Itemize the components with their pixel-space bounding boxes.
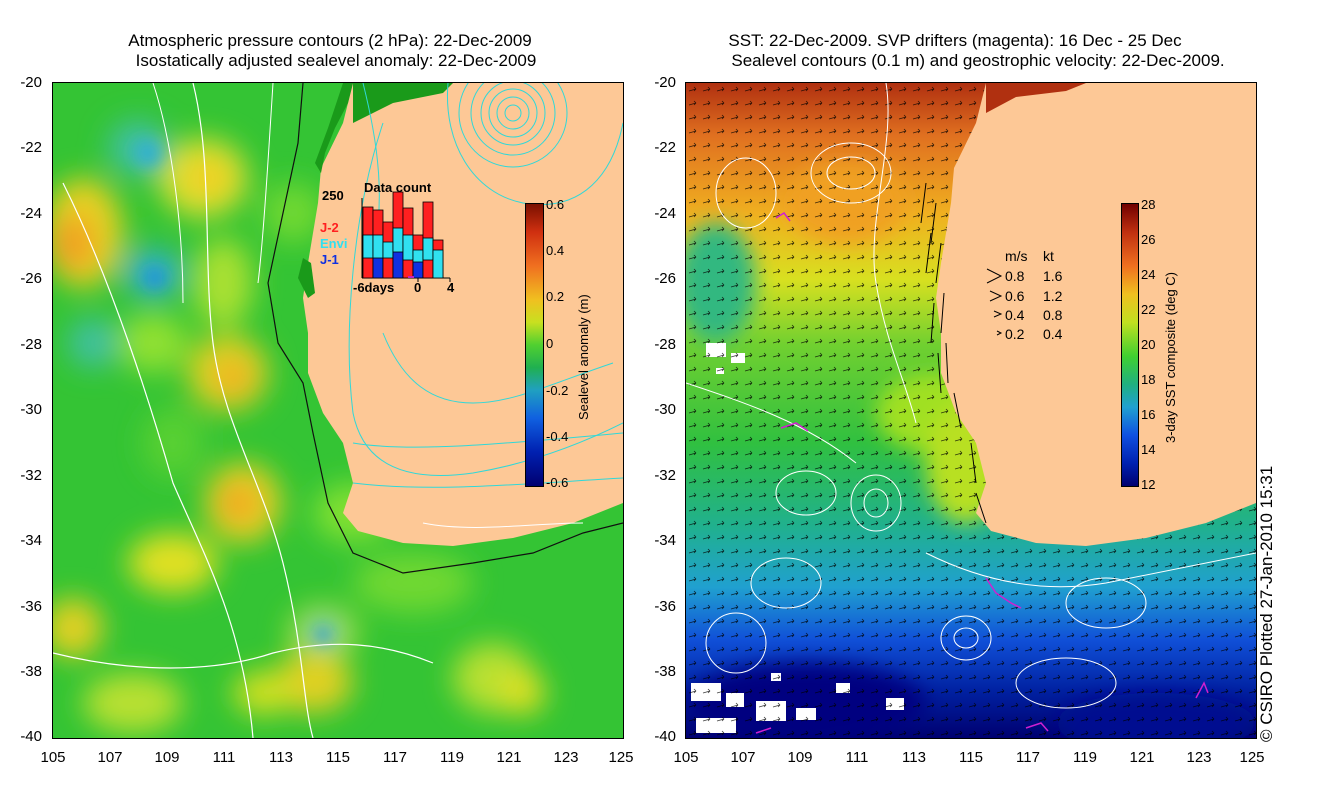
right-x-tick-0: 105 — [673, 749, 699, 766]
sealevel-anomaly-field — [53, 83, 623, 738]
left-y-tick-0: -20 — [20, 74, 42, 91]
left-title-line2: Isostatically adjusted sealevel anomaly:… — [135, 51, 537, 70]
left-x-tick-10: 125 — [608, 749, 634, 766]
velocity-legend: m/s kt 0.8 1.6 0.6 1.2 0.4 0.8 0.2 0.4 — [985, 248, 1095, 348]
sealevel-colorbar-title: Sealevel anomaly (m) — [576, 294, 591, 420]
left-x-tick-2: 109 — [154, 749, 180, 766]
left-x-tick-3: 111 — [212, 749, 236, 766]
sealevel-anomaly-map[interactable] — [52, 82, 624, 739]
right-x-tick-9: 123 — [1186, 749, 1212, 766]
right-y-tick-4: -28 — [654, 336, 676, 353]
right-x-tick-1: 107 — [730, 749, 756, 766]
left-y-tick-1: -22 — [20, 139, 42, 156]
sst-tick-3: 22 — [1141, 302, 1156, 317]
left-x-tick-8: 121 — [496, 749, 522, 766]
right-x-tick-5: 115 — [959, 749, 983, 766]
left-y-tick-5: -30 — [20, 401, 42, 418]
velocity-row-2-kt: 0.8 — [1043, 307, 1063, 323]
sealevel-tick-4: -0.2 — [546, 383, 569, 398]
sst-tick-8: 12 — [1141, 477, 1156, 492]
left-x-tick-6: 117 — [383, 749, 407, 766]
left-x-tick-9: 123 — [553, 749, 579, 766]
right-y-tick-5: -30 — [654, 401, 676, 418]
right-y-tick-2: -24 — [654, 205, 676, 222]
right-y-tick-1: -22 — [654, 139, 676, 156]
right-title-line1: SST: 22-Dec-2009. SVP drifters (magenta)… — [728, 31, 1182, 50]
left-x-tick-7: 119 — [440, 749, 464, 766]
left-y-tick-3: -26 — [20, 270, 42, 287]
right-x-tick-7: 119 — [1073, 749, 1097, 766]
right-x-tick-2: 109 — [787, 749, 813, 766]
sst-tick-1: 26 — [1141, 232, 1156, 247]
sealevel-tick-6: -0.6 — [546, 475, 569, 490]
velocity-header-ms: m/s — [1005, 248, 1028, 264]
right-x-tick-3: 111 — [845, 749, 869, 766]
data-count-max-label: 250 — [322, 188, 344, 203]
left-y-tick-9: -38 — [20, 663, 42, 680]
data-count-inset: Data count 250 J-2 Envi J-1 — [318, 180, 468, 295]
velocity-row-3-kt: 0.4 — [1043, 326, 1063, 342]
velocity-row-0-ms: 0.8 — [1005, 268, 1025, 284]
velocity-row-3-ms: 0.2 — [1005, 326, 1025, 342]
left-y-tick-8: -36 — [20, 598, 42, 615]
velocity-header-kt: kt — [1043, 248, 1054, 264]
right-y-tick-0: -20 — [654, 74, 676, 91]
right-y-tick-7: -34 — [654, 532, 676, 549]
left-y-tick-2: -24 — [20, 205, 42, 222]
legend-j1: J-1 — [320, 252, 339, 267]
sst-tick-6: 16 — [1141, 407, 1156, 422]
inset-xlabel-start: -6days — [353, 280, 395, 295]
sst-map[interactable] — [685, 82, 1257, 739]
left-x-tick-0: 105 — [40, 749, 66, 766]
right-y-tick-8: -36 — [654, 598, 676, 615]
sst-tick-2: 24 — [1141, 267, 1156, 282]
sealevel-tick-0: 0.6 — [546, 197, 565, 212]
right-title-line2: Sealevel contours (0.1 m) and geostrophi… — [731, 51, 1225, 70]
right-y-tick-6: -32 — [654, 467, 676, 484]
sst-tick-7: 14 — [1141, 442, 1156, 457]
sst-tick-0: 28 — [1141, 197, 1156, 212]
sst-field — [686, 83, 1256, 738]
velocity-row-1-kt: 1.2 — [1043, 288, 1063, 304]
velocity-arrow-glyphs — [986, 268, 1003, 336]
left-x-tick-1: 107 — [97, 749, 123, 766]
data-count-title: Data count — [364, 180, 432, 195]
sealevel-tick-1: 0.4 — [546, 243, 565, 258]
right-y-tick-9: -38 — [654, 663, 676, 680]
sealevel-colorbar — [525, 203, 544, 487]
left-y-tick-4: -28 — [20, 336, 42, 353]
left-y-tick-6: -32 — [20, 467, 42, 484]
left-y-tick-7: -34 — [20, 532, 42, 549]
right-x-tick-10: 125 — [1239, 749, 1265, 766]
legend-j2: J-2 — [320, 220, 339, 235]
right-y-tick-3: -26 — [654, 270, 676, 287]
sealevel-tick-3: 0 — [546, 336, 554, 351]
right-x-tick-4: 113 — [902, 749, 926, 766]
sst-tick-4: 20 — [1141, 337, 1156, 352]
sst-colorbar-title: 3-day SST composite (deg C) — [1163, 272, 1178, 443]
sealevel-tick-5: -0.4 — [546, 429, 569, 444]
sealevel-tick-2: 0.2 — [546, 289, 565, 304]
legend-envi: Envi — [320, 236, 348, 251]
inset-xlabel-end: 4 — [447, 280, 455, 295]
csiro-credit: © CSIRO Plotted 27-Jan-2010 15:31 — [1257, 465, 1276, 742]
data-count-histogram — [361, 191, 451, 282]
velocity-row-1-ms: 0.6 — [1005, 288, 1025, 304]
right-x-tick-6: 117 — [1016, 749, 1040, 766]
left-x-tick-4: 113 — [269, 749, 293, 766]
right-y-tick-10: -40 — [654, 728, 676, 745]
left-y-tick-10: -40 — [20, 728, 42, 745]
velocity-row-0-kt: 1.6 — [1043, 268, 1063, 284]
left-title-line1: Atmospheric pressure contours (2 hPa): 2… — [128, 31, 532, 50]
right-x-tick-8: 121 — [1129, 749, 1155, 766]
velocity-row-2-ms: 0.4 — [1005, 307, 1025, 323]
left-x-tick-5: 115 — [326, 749, 350, 766]
sst-colorbar — [1121, 203, 1139, 487]
inset-xlabel-zero: 0 — [414, 280, 422, 295]
sst-tick-5: 18 — [1141, 372, 1156, 387]
